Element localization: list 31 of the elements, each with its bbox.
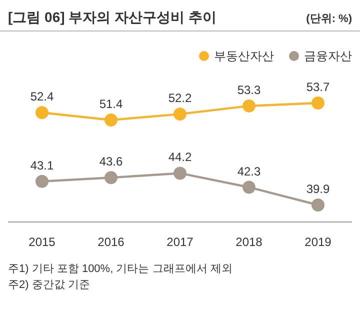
data-label: 53.3 — [237, 82, 261, 97]
point — [312, 198, 324, 212]
point — [104, 171, 118, 184]
point — [242, 99, 256, 112]
data-label: 52.2 — [168, 91, 192, 106]
point — [36, 106, 48, 120]
x-tick-label: 2017 — [166, 235, 194, 249]
x-tick-label: 2018 — [236, 235, 263, 249]
point — [174, 108, 186, 121]
legend-label: 부동산자산 — [214, 49, 274, 63]
text: 주1) 기타 포함 100%, 기타는 그래프에서 제외 — [8, 263, 232, 275]
data-label: 51.4 — [99, 97, 123, 111]
point — [174, 166, 186, 180]
point — [312, 96, 324, 110]
chart-title: [그림 06] 부자의 자산구성비 추이 — [8, 9, 216, 25]
point — [36, 174, 48, 188]
data-label: 52.4 — [30, 90, 54, 104]
data-label: 44.2 — [168, 150, 192, 164]
data-label: 43.1 — [30, 158, 54, 172]
data-label: 39.9 — [306, 182, 330, 196]
x-tick-label: 2019 — [304, 235, 332, 249]
x-tick-label: 2015 — [28, 235, 56, 249]
data-label: 43.6 — [99, 154, 123, 169]
point — [242, 180, 256, 194]
data-label: 53.7 — [306, 80, 330, 94]
text: 주2) 중간값 기준 — [8, 279, 90, 291]
chart-subtitle: (단위: %) — [306, 13, 352, 25]
point — [104, 114, 118, 126]
data-label: 42.3 — [237, 164, 261, 178]
x-tick-label: 2016 — [98, 235, 125, 249]
legend-label: 금융자산 — [304, 49, 352, 63]
